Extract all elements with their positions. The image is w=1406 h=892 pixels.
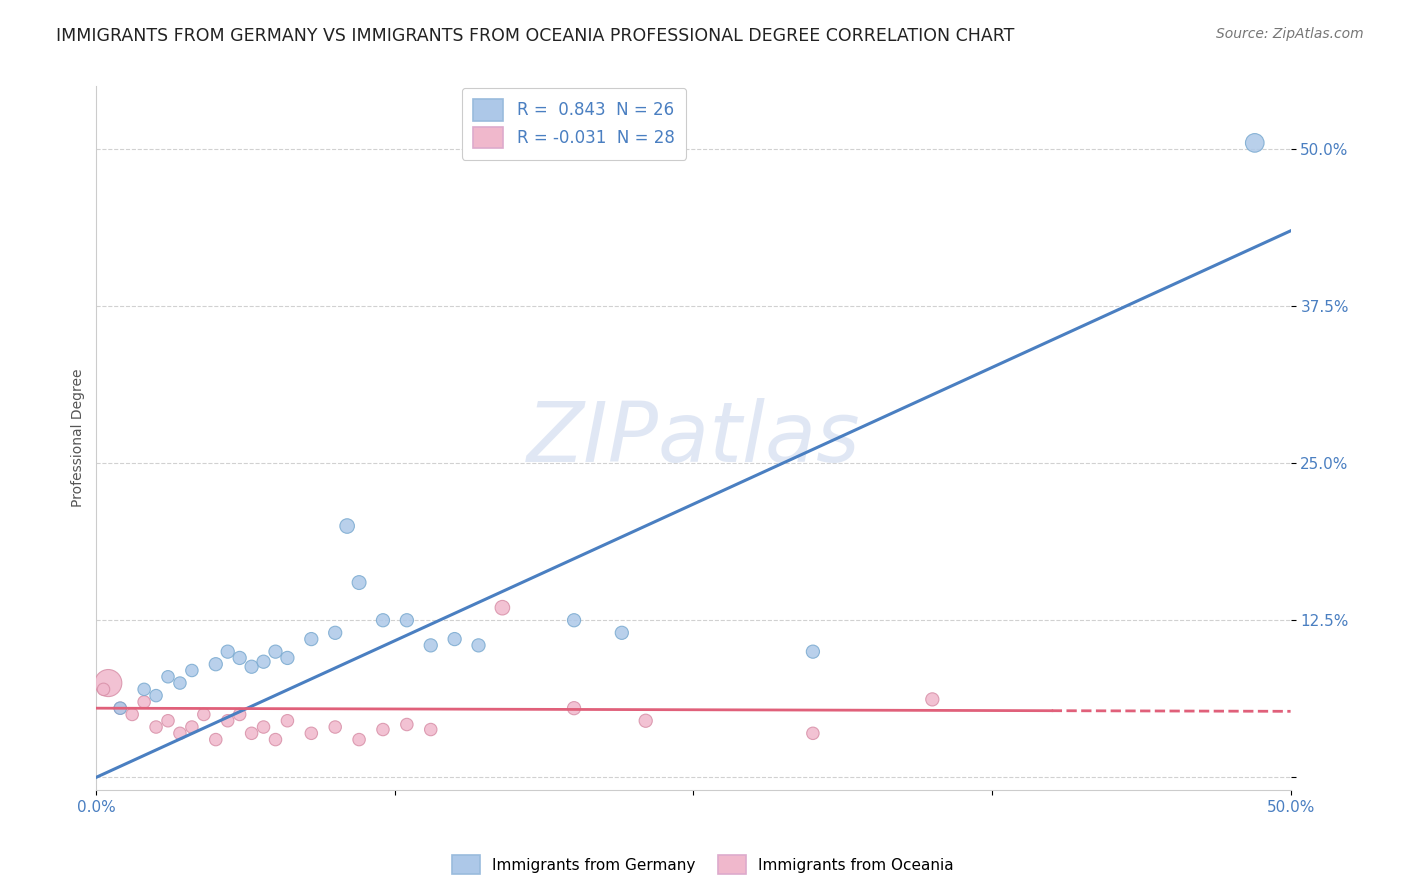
Point xyxy=(156,714,179,728)
Legend: Immigrants from Germany, Immigrants from Oceania: Immigrants from Germany, Immigrants from… xyxy=(446,849,960,880)
Point xyxy=(801,645,824,659)
Point xyxy=(395,717,418,731)
Text: Source: ZipAtlas.com: Source: ZipAtlas.com xyxy=(1216,27,1364,41)
Point xyxy=(156,670,179,684)
Point xyxy=(228,651,250,665)
Point xyxy=(217,714,239,728)
Point xyxy=(110,701,132,715)
Point xyxy=(336,519,359,533)
Point xyxy=(204,657,226,672)
Point xyxy=(299,632,322,646)
Point xyxy=(276,651,298,665)
Point xyxy=(180,720,202,734)
Point xyxy=(395,613,418,627)
Point xyxy=(180,664,202,678)
Point xyxy=(347,575,370,590)
Point xyxy=(252,720,274,734)
Point xyxy=(264,645,287,659)
Text: ZIPatlas: ZIPatlas xyxy=(527,398,860,479)
Point xyxy=(610,625,633,640)
Point xyxy=(443,632,465,646)
Point xyxy=(228,707,250,722)
Point xyxy=(276,714,298,728)
Point xyxy=(134,682,156,697)
Point xyxy=(217,645,239,659)
Point xyxy=(169,726,191,740)
Point xyxy=(419,723,441,737)
Point xyxy=(145,720,167,734)
Point xyxy=(110,701,132,715)
Point xyxy=(264,732,287,747)
Legend: R =  0.843  N = 26, R = -0.031  N = 28: R = 0.843 N = 26, R = -0.031 N = 28 xyxy=(461,87,686,160)
Point xyxy=(419,639,441,653)
Point xyxy=(921,692,943,706)
Point xyxy=(323,625,346,640)
Point xyxy=(323,720,346,734)
Point xyxy=(801,726,824,740)
Point xyxy=(371,723,394,737)
Point xyxy=(121,707,143,722)
Point xyxy=(240,659,263,673)
Point xyxy=(562,613,585,627)
Y-axis label: Professional Degree: Professional Degree xyxy=(72,369,86,508)
Point xyxy=(240,726,263,740)
Point xyxy=(347,732,370,747)
Point xyxy=(371,613,394,627)
Point xyxy=(562,701,585,715)
Point xyxy=(204,732,226,747)
Point xyxy=(1243,136,1265,150)
Point xyxy=(97,676,120,690)
Point xyxy=(634,714,657,728)
Point xyxy=(134,695,156,709)
Point xyxy=(193,707,215,722)
Text: IMMIGRANTS FROM GERMANY VS IMMIGRANTS FROM OCEANIA PROFESSIONAL DEGREE CORRELATI: IMMIGRANTS FROM GERMANY VS IMMIGRANTS FR… xyxy=(56,27,1015,45)
Point xyxy=(299,726,322,740)
Point xyxy=(252,655,274,669)
Point xyxy=(467,639,489,653)
Point xyxy=(93,682,115,697)
Point xyxy=(145,689,167,703)
Point xyxy=(491,600,513,615)
Point xyxy=(169,676,191,690)
